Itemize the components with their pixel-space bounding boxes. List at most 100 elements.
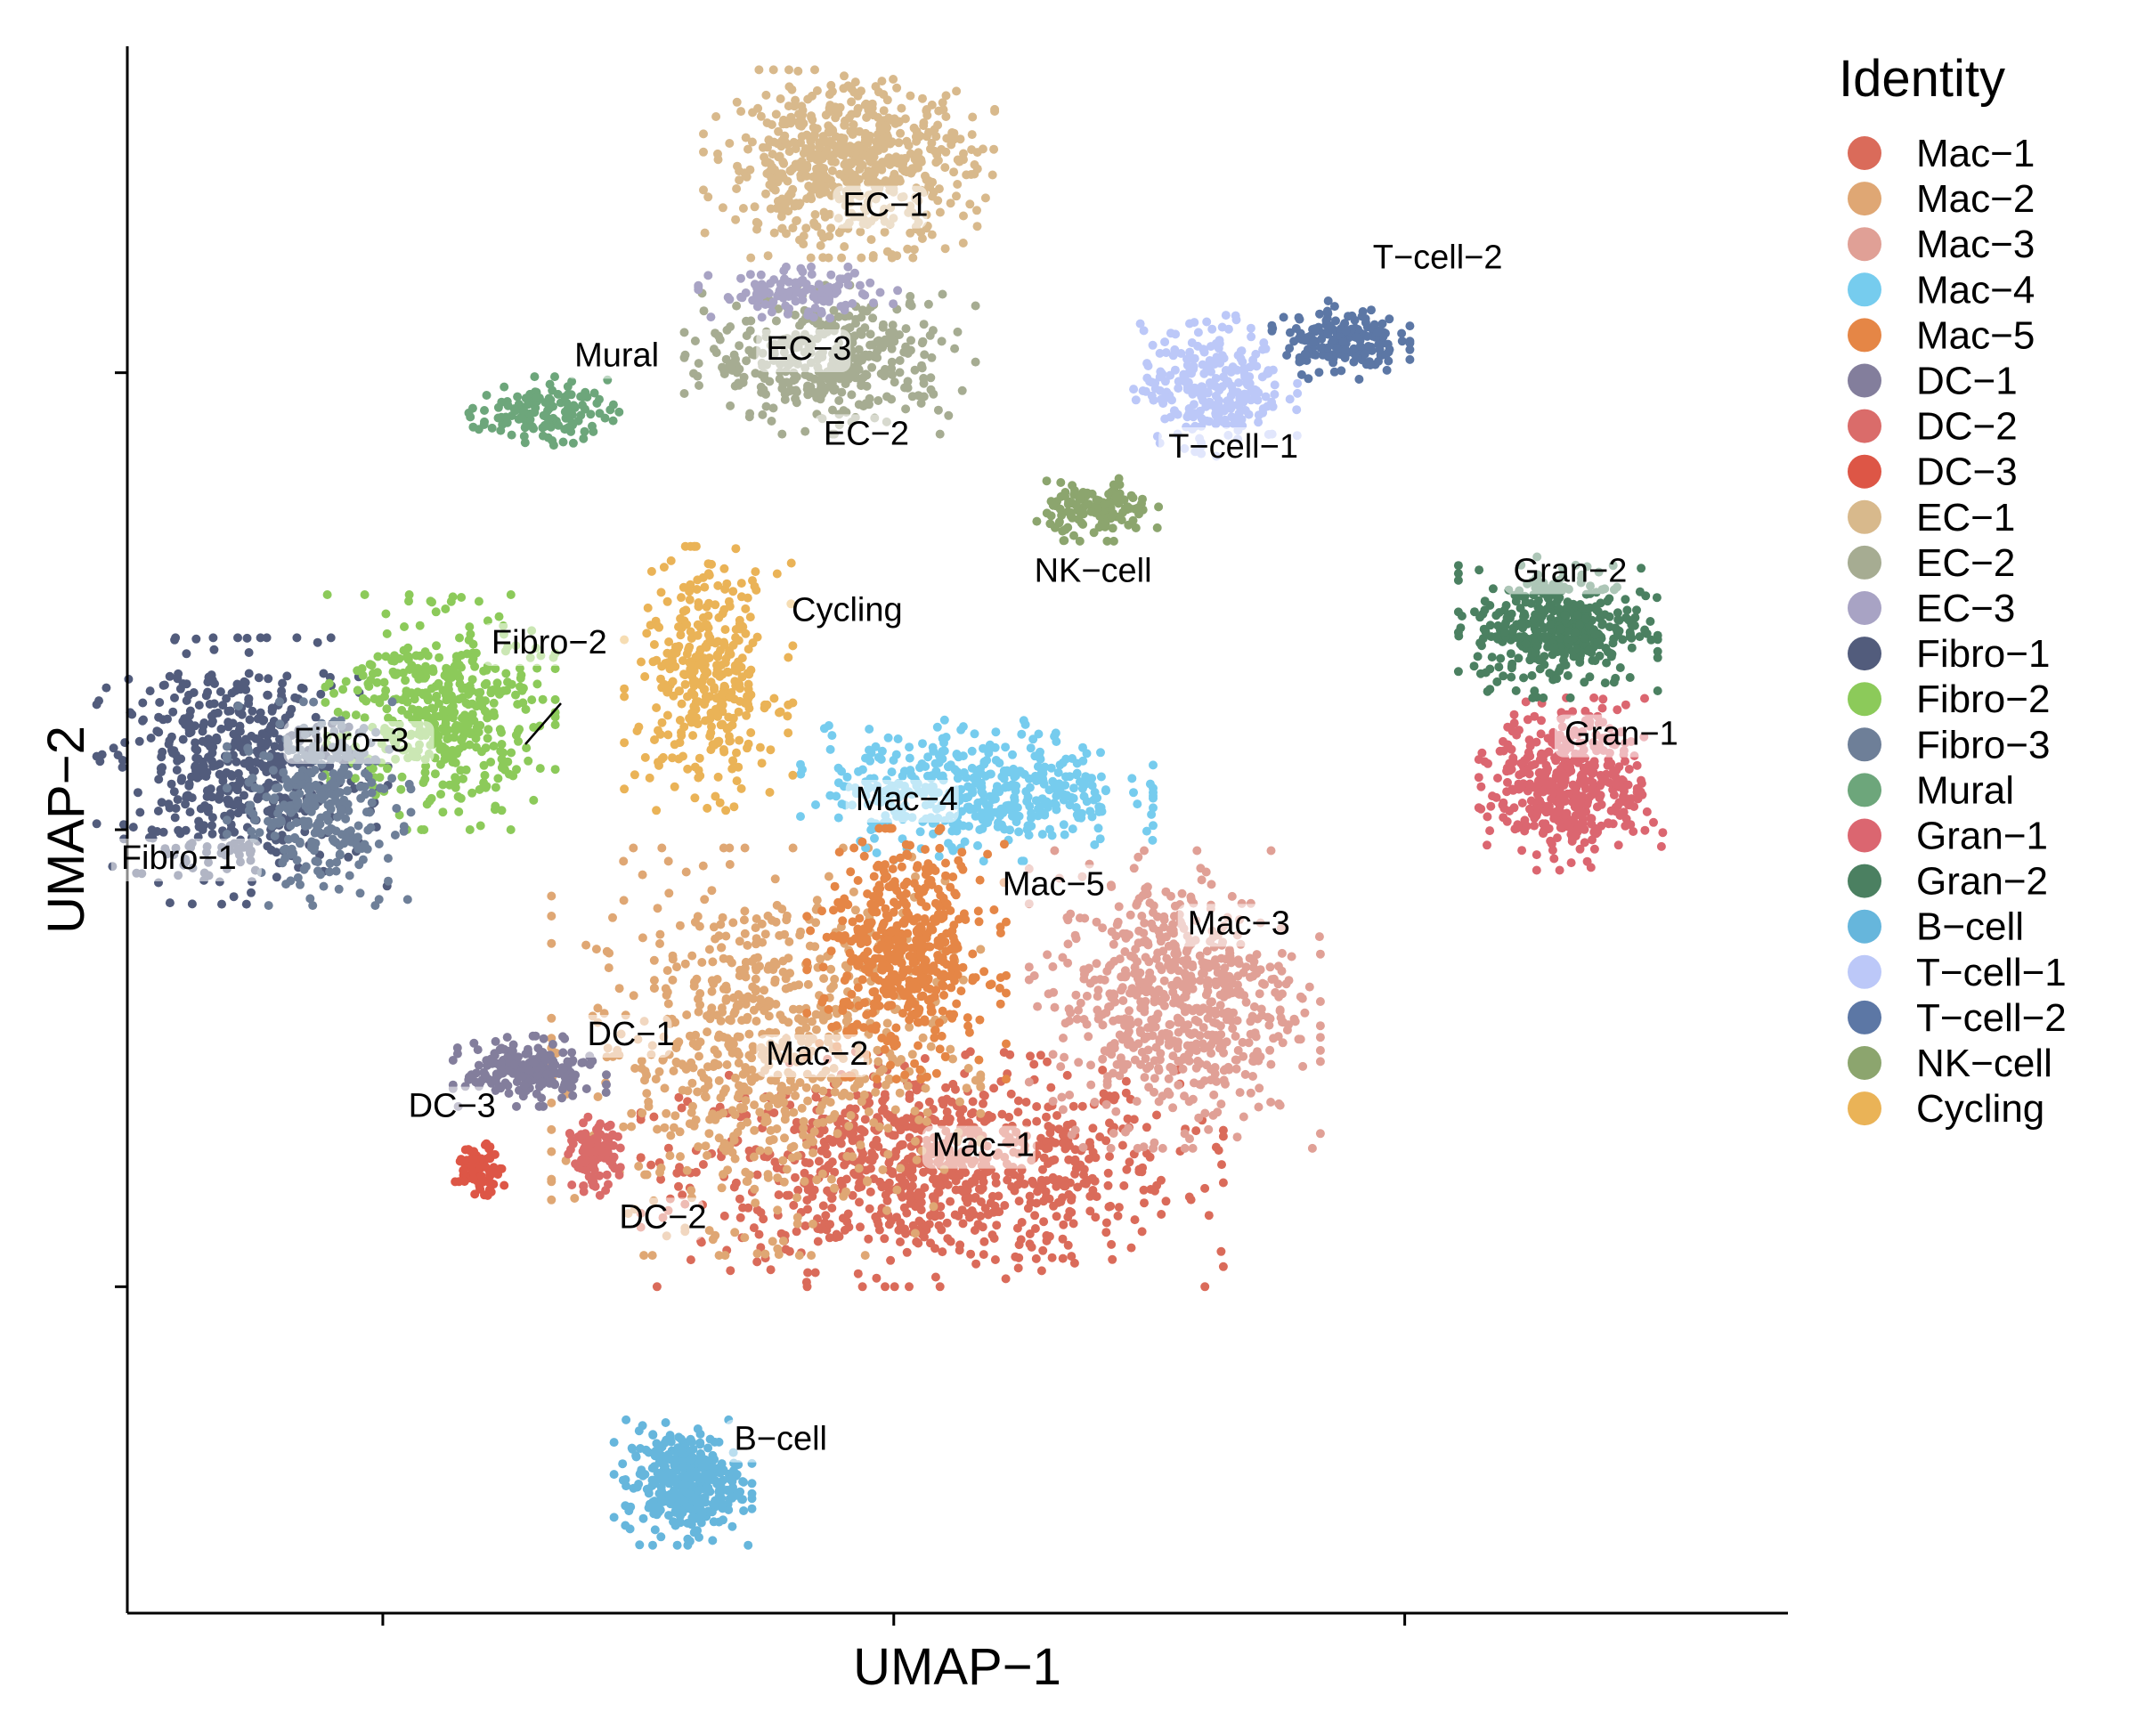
point — [955, 134, 965, 144]
point — [757, 387, 767, 397]
point — [812, 124, 822, 134]
point — [818, 1201, 828, 1211]
point — [829, 981, 838, 991]
point — [815, 375, 825, 385]
point — [860, 1251, 870, 1261]
point — [1265, 962, 1275, 972]
point — [928, 326, 938, 336]
point — [817, 906, 826, 916]
point — [1281, 979, 1291, 989]
point — [693, 1087, 703, 1097]
point — [789, 1141, 799, 1151]
point — [850, 77, 860, 87]
point — [792, 1227, 801, 1237]
point — [768, 65, 778, 75]
point — [614, 984, 624, 994]
point — [784, 65, 793, 75]
point — [972, 164, 982, 174]
point — [733, 1000, 743, 1010]
point — [1148, 835, 1158, 845]
point — [500, 1180, 509, 1190]
point — [567, 1048, 577, 1058]
point — [868, 298, 878, 308]
point — [1188, 960, 1198, 969]
point — [1199, 1023, 1208, 1033]
point — [955, 1240, 965, 1250]
point — [808, 1137, 817, 1147]
point — [934, 851, 944, 861]
point — [821, 110, 831, 120]
point — [951, 1084, 960, 1094]
point — [741, 972, 751, 982]
point — [973, 840, 982, 850]
point — [558, 1048, 568, 1058]
point — [1168, 1103, 1178, 1113]
point — [821, 1211, 831, 1221]
point — [1315, 1021, 1325, 1031]
point — [976, 1185, 986, 1195]
point — [1101, 1228, 1111, 1237]
point — [1231, 1032, 1240, 1041]
point — [695, 1051, 703, 1061]
point — [735, 1194, 744, 1204]
point — [868, 313, 878, 323]
point — [857, 975, 867, 985]
point — [1085, 1206, 1095, 1216]
point — [971, 357, 980, 367]
point — [795, 930, 805, 940]
point — [714, 1075, 724, 1085]
point — [856, 1222, 865, 1232]
point — [976, 1108, 986, 1118]
point — [675, 1127, 685, 1137]
point — [1067, 1252, 1077, 1261]
point — [975, 875, 985, 885]
point — [1005, 801, 1015, 811]
point — [1003, 1175, 1012, 1185]
point — [809, 132, 819, 142]
point — [547, 1098, 557, 1107]
point — [837, 253, 847, 263]
point — [930, 1033, 939, 1042]
point — [1155, 1055, 1165, 1065]
point — [940, 1051, 950, 1061]
point — [799, 278, 808, 288]
series-2 — [1024, 846, 1325, 1153]
point — [1093, 823, 1103, 833]
point — [838, 139, 848, 149]
point — [808, 1219, 817, 1229]
point — [703, 1027, 712, 1037]
point — [1101, 786, 1110, 796]
point — [895, 1088, 905, 1098]
point — [921, 762, 930, 771]
point — [529, 1059, 539, 1068]
point — [803, 1185, 813, 1195]
point — [1046, 1083, 1056, 1092]
point — [824, 1004, 833, 1014]
point — [464, 1072, 474, 1082]
point — [1109, 1129, 1118, 1138]
point — [674, 1181, 683, 1191]
point — [581, 1148, 591, 1157]
point — [1007, 811, 1017, 821]
point — [1014, 1253, 1024, 1262]
point — [945, 1010, 955, 1019]
point — [719, 1139, 729, 1148]
point — [1166, 965, 1176, 975]
point — [629, 991, 638, 1001]
point — [780, 199, 790, 209]
point — [938, 289, 947, 299]
point — [517, 1072, 527, 1082]
point — [1164, 941, 1174, 951]
point — [654, 1067, 664, 1076]
point — [1030, 771, 1040, 781]
point — [843, 280, 853, 289]
point — [857, 837, 867, 847]
point — [866, 167, 876, 177]
point — [1088, 1186, 1098, 1195]
point — [714, 1110, 724, 1120]
point — [1218, 1261, 1228, 1271]
point — [947, 1171, 957, 1180]
point — [627, 1108, 637, 1118]
point — [921, 171, 930, 181]
point — [1129, 1115, 1139, 1124]
